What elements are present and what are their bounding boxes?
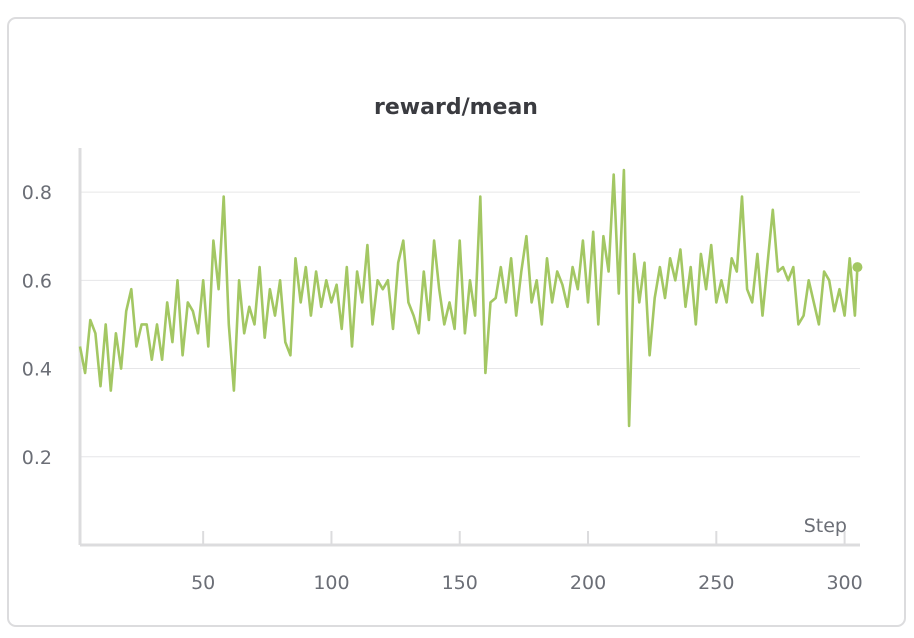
x-axis-label: Step xyxy=(804,515,847,537)
x-tick-label: 50 xyxy=(191,572,215,594)
x-tick-label: 200 xyxy=(570,572,606,594)
series-line xyxy=(78,168,859,428)
y-tick-label: 0.8 xyxy=(22,182,52,204)
x-tick-label: 100 xyxy=(313,572,349,594)
last-point xyxy=(852,262,863,273)
y-tick-label: 0.4 xyxy=(22,359,52,381)
y-tick-label: 0.2 xyxy=(22,447,52,469)
x-tick-label: 150 xyxy=(442,572,478,594)
chart-title: reward/mean xyxy=(374,95,538,120)
panel-border xyxy=(7,17,906,627)
y-tick-label: 0.6 xyxy=(22,270,52,292)
x-tick-label: 300 xyxy=(826,572,862,594)
x-tick-label: 250 xyxy=(698,572,734,594)
